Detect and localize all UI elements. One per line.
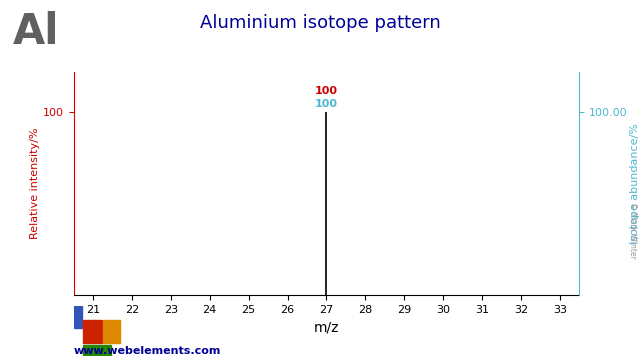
Text: © Mark Winter: © Mark Winter (628, 202, 637, 259)
Text: www.webelements.com: www.webelements.com (74, 346, 221, 356)
Text: 100: 100 (315, 99, 338, 109)
Bar (83, 320, 102, 343)
Text: Aluminium isotope pattern: Aluminium isotope pattern (200, 14, 440, 32)
Y-axis label: Relative intensity/%: Relative intensity/% (30, 128, 40, 239)
Text: Al: Al (13, 11, 60, 53)
Text: 100: 100 (315, 86, 338, 96)
Bar (103, 320, 120, 343)
X-axis label: m/z: m/z (314, 320, 339, 334)
Bar (83, 345, 111, 356)
Y-axis label: Isotope abundance/%: Isotope abundance/% (630, 123, 640, 244)
Bar (74, 306, 82, 328)
